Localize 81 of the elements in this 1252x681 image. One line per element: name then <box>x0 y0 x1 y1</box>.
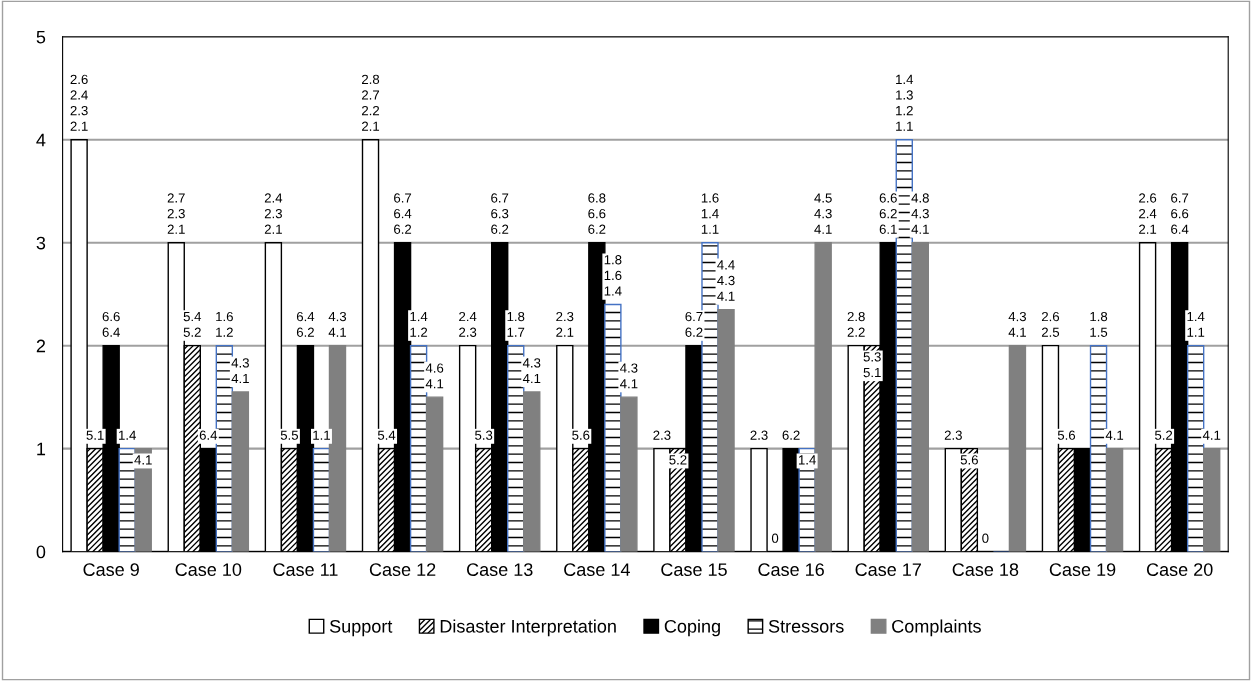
annotation: 1.4 <box>798 455 816 465</box>
annotation: 2.4 2.3 2.1 <box>264 193 283 234</box>
annotation: 2.3 <box>653 430 671 440</box>
annotation: 1.1 <box>313 430 330 440</box>
y-tick-label: 5 <box>36 30 46 44</box>
annotation: 5.3 5.1 <box>863 352 881 378</box>
annotation: 4.3 4.1 <box>1008 311 1027 337</box>
annotation: 2.6 2.4 2.3 2.1 <box>70 74 88 131</box>
annotation: 2.8 2.7 2.2 2.1 <box>362 74 380 131</box>
annotation: 6.7 6.6 6.4 <box>1171 193 1189 234</box>
annotation: 1.6 1.2 <box>216 311 233 337</box>
annotation: 1.8 1.7 <box>507 311 525 337</box>
annotation: 4.6 4.1 <box>425 363 444 389</box>
annotation: 6.4 <box>199 430 218 440</box>
x-tick-label: Case 10 <box>175 563 242 576</box>
annotation: 6.6 6.2 6.1 <box>879 193 897 234</box>
annotation: 5.2 <box>1154 430 1173 440</box>
annotation: 2.6 2.5 <box>1041 311 1060 337</box>
legend-label: Complaints <box>892 619 981 637</box>
annotation: 1.6 1.4 1.1 <box>701 193 719 234</box>
annotation: 2.4 2.3 <box>459 311 477 337</box>
y-tick-label: 3 <box>36 236 46 250</box>
annotation: 1.4 <box>119 430 136 440</box>
annotation: 6.7 6.3 6.2 <box>491 193 509 234</box>
x-tick-label: Case 20 <box>1146 563 1213 576</box>
x-tick-label: Case 15 <box>661 563 727 576</box>
x-tick-label: Case 12 <box>369 563 436 576</box>
annotation: 5.2 <box>669 455 687 465</box>
x-tick-label: Case 11 <box>273 563 338 576</box>
annotation: 2.3 2.1 <box>556 311 574 337</box>
annotation: 2.8 2.2 <box>847 311 865 337</box>
annotation: 1.8 1.5 <box>1090 311 1108 337</box>
legend-label: Disaster Interpretation <box>440 619 616 637</box>
annotation: 4.3 4.1 <box>522 358 541 384</box>
annotation: 1.4 1.3 1.2 1.1 <box>896 74 914 131</box>
annotation: 6.4 6.2 <box>296 311 315 337</box>
annotation: 4.1 <box>1202 430 1221 440</box>
annotation: 2.3 <box>944 430 962 440</box>
annotation: 4.3 4.1 <box>620 363 638 389</box>
x-tick-label: Case 14 <box>564 563 630 576</box>
annotation: 1.4 1.2 <box>410 312 428 337</box>
legend-label: Coping <box>664 619 720 637</box>
annotation: 5.4 5.2 <box>183 312 202 337</box>
x-tick-label: Case 16 <box>758 563 824 576</box>
annotation: 5.6 <box>960 455 978 465</box>
x-tick-label: Case 19 <box>1049 563 1116 576</box>
x-tick-label: Case 17 <box>855 563 921 576</box>
annotation: 4.8 4.3 4.1 <box>911 193 929 234</box>
annotation: 5.1 <box>86 430 104 440</box>
annotation: 6.6 6.4 <box>102 311 120 337</box>
annotation: 1.4 1.1 <box>1187 312 1205 337</box>
annotation: 5.3 <box>475 430 493 440</box>
x-tick-label: Case 13 <box>467 563 533 576</box>
legend-label: Stressors <box>768 619 844 633</box>
annotation: 0 <box>982 533 989 543</box>
annotation: 4.3 4.1 <box>231 358 249 384</box>
annotation: 2.6 2.4 2.1 <box>1139 193 1157 234</box>
x-tick-label: Case 18 <box>952 563 1019 576</box>
y-tick-label: 1 <box>37 442 46 456</box>
annotation: 4.4 4.3 4.1 <box>717 260 735 301</box>
annotation: 6.2 <box>782 430 800 440</box>
annotation: 4.5 4.3 4.1 <box>814 193 832 234</box>
annotation: 2.7 2.3 2.1 <box>167 193 185 234</box>
y-tick-label: 4 <box>36 133 46 147</box>
annotation: 0 <box>771 533 779 543</box>
annotation: 5.4 <box>377 430 396 440</box>
legend-label: Support <box>329 619 393 637</box>
y-tick-label: 2 <box>36 339 46 353</box>
annotation: 5.6 <box>572 430 590 440</box>
annotation: 4.1 <box>134 455 152 465</box>
annotation: 4.1 <box>1105 430 1124 440</box>
annotation: 6.8 6.6 6.2 <box>588 193 606 234</box>
annotation: 5.6 <box>1057 430 1076 440</box>
annotation: 2.3 <box>750 430 768 440</box>
annotation: 6.7 6.2 <box>685 311 703 337</box>
x-tick-label: Case 9 <box>83 563 139 576</box>
annotation: 5.5 <box>280 430 299 440</box>
annotation: 1.8 1.6 1.4 <box>604 255 622 296</box>
y-tick-label: 0 <box>36 545 46 559</box>
annotation: 6.7 6.4 6.2 <box>394 193 412 234</box>
annotation: 4.3 4.1 <box>328 311 347 337</box>
